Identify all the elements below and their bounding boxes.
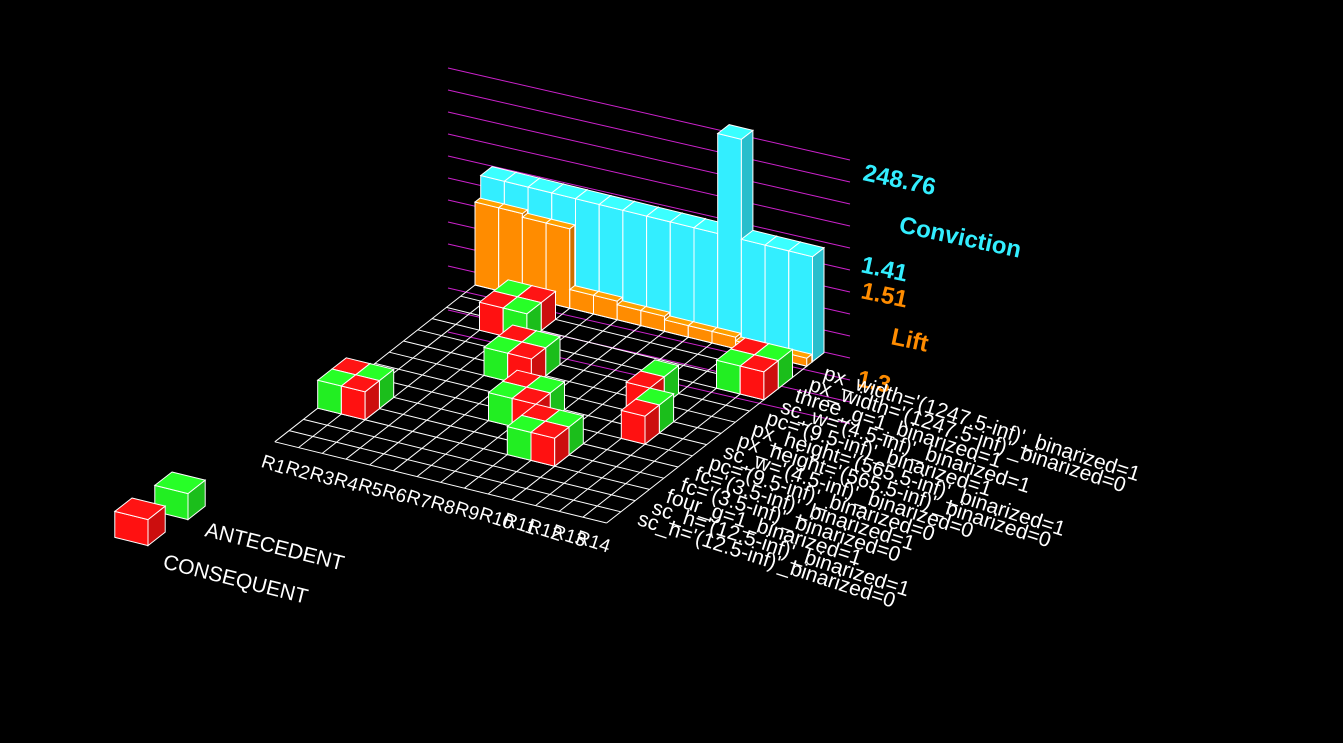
rule-item-cubes <box>316 279 794 468</box>
guide-line <box>447 155 851 249</box>
matrix-floor-grid <box>274 284 808 524</box>
guide-line <box>447 133 851 227</box>
consequent-legend-cube <box>113 497 167 547</box>
floor-line <box>403 340 736 423</box>
conviction-bar-front <box>717 132 742 345</box>
antecedent-cube-top <box>502 296 543 315</box>
lift-bar-front <box>474 201 500 292</box>
conviction-bar-front <box>788 250 813 363</box>
conviction-bar <box>787 241 826 363</box>
consequent-cube <box>529 420 571 468</box>
lift-bar-top <box>544 218 576 230</box>
lift-bar-top <box>639 305 671 317</box>
floor-line <box>331 396 664 479</box>
consequent-cube-top <box>739 354 780 373</box>
consequent-cube-top <box>620 398 661 417</box>
conviction-bar-top <box>716 124 755 140</box>
floor-line <box>317 407 650 490</box>
conviction-bar-front <box>740 238 766 351</box>
consequent-cube-top <box>529 420 571 439</box>
floor-line <box>274 441 607 524</box>
conviction-bar-front <box>669 221 695 334</box>
antecedent-legend-cube-top <box>153 471 207 495</box>
consequent-cube <box>340 374 381 421</box>
conviction-bar-front <box>693 227 719 340</box>
lift-bars <box>473 197 813 368</box>
floor-line <box>288 430 622 513</box>
conviction-max-label: 248.76 <box>861 159 938 201</box>
conviction-bar-top <box>787 241 826 258</box>
lift-bar <box>544 218 576 310</box>
item-labels: px_width='(1247.5-inf)'_binarized=1px_wi… <box>635 362 1143 613</box>
guide-line <box>447 89 851 183</box>
lift-bar-top <box>497 203 529 215</box>
guide-line <box>447 111 851 205</box>
consequent-cube-top <box>340 374 381 393</box>
lift-bar-top <box>710 326 742 338</box>
conviction-bar-front <box>764 244 790 357</box>
lift-bar-top <box>592 290 624 302</box>
consequent-cube <box>620 398 661 446</box>
lift-axis-title: Lift <box>889 323 931 357</box>
conviction-bar-side <box>812 246 825 363</box>
rule-label: R10 <box>476 504 516 535</box>
consequent-cube-top <box>506 341 547 360</box>
guide-line <box>447 67 851 161</box>
conviction-axis-title: Conviction <box>897 211 1024 263</box>
floor-line <box>303 418 636 502</box>
floor-line <box>417 329 750 412</box>
consequent-cube <box>516 285 557 332</box>
consequent-legend-cube-top <box>113 497 167 521</box>
consequent-cube <box>739 354 780 401</box>
